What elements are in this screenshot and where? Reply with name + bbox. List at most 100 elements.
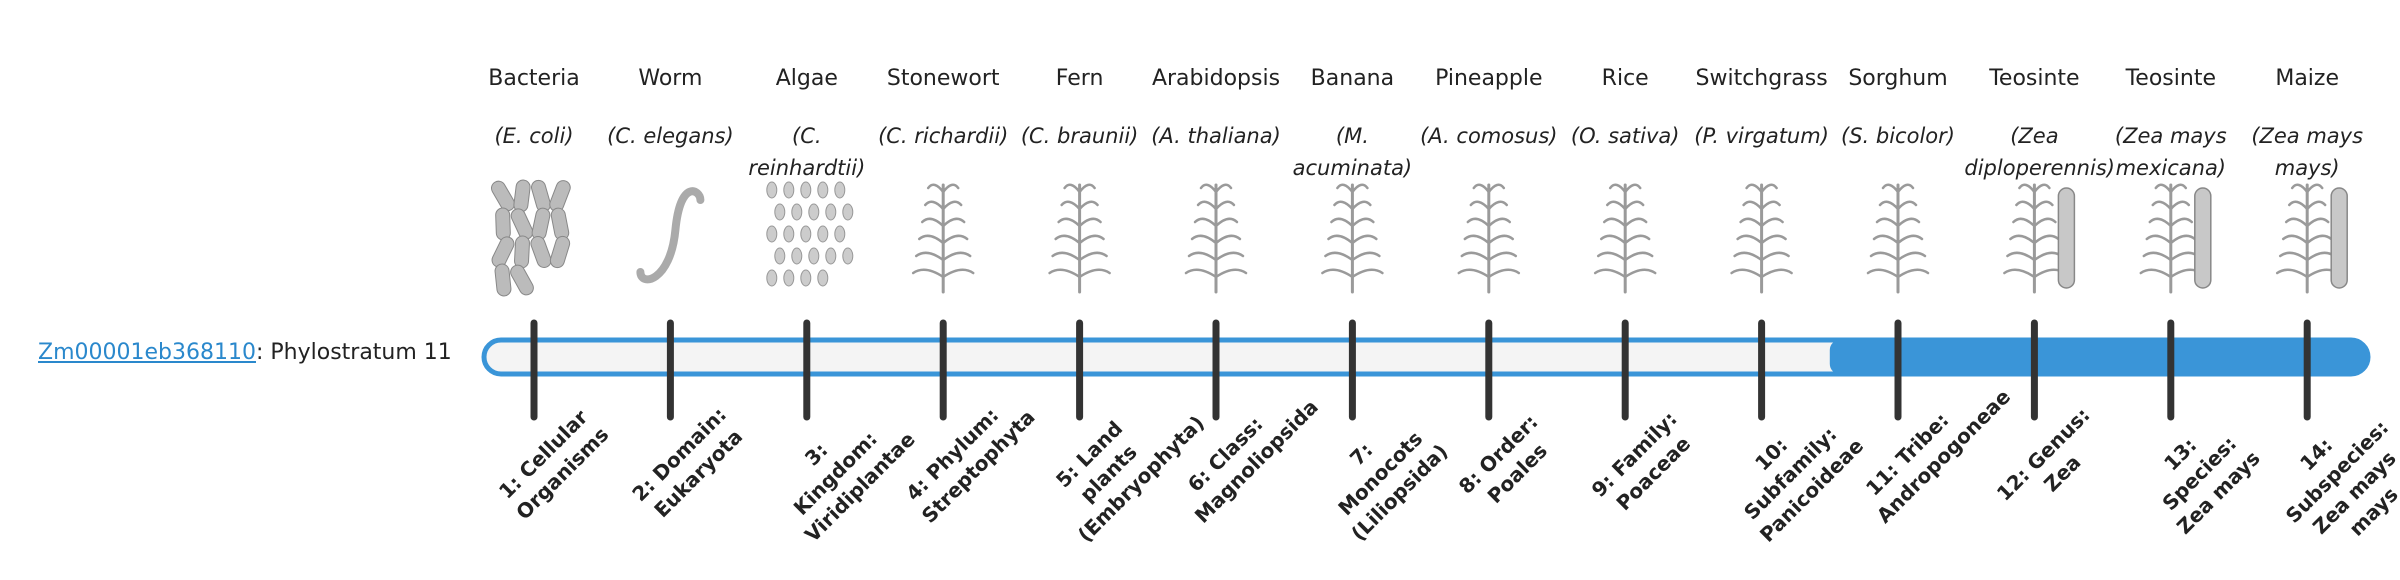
organism-name: Teosinte: [1989, 66, 2080, 91]
leaf: [914, 251, 972, 262]
leaf: [1881, 183, 1915, 194]
cell: [808, 203, 820, 221]
cell: [817, 269, 829, 287]
cell: [783, 225, 795, 243]
leaf: [1733, 251, 1790, 262]
cell: [783, 181, 795, 199]
organism-icon: [766, 181, 854, 287]
leaf: [2009, 234, 2060, 245]
worm: [636, 187, 705, 284]
leaf: [2145, 234, 2197, 245]
leaf: [1324, 251, 1381, 262]
leaf: [1866, 268, 1930, 279]
organism-name: Arabidopsis: [1151, 66, 1281, 91]
leaf: [2287, 200, 2327, 211]
cell: [808, 247, 820, 265]
rod: [514, 235, 530, 269]
organism-species: (M. acuminata): [1292, 124, 1413, 180]
leaf: [1872, 234, 1924, 245]
organism-name: Sorghum: [1848, 66, 1948, 91]
leaf: [2284, 217, 2330, 228]
leaf: [1739, 217, 1784, 228]
rod: [531, 207, 551, 241]
leaf: [1054, 234, 1105, 245]
leaf: [926, 183, 960, 194]
organism-species: (C. braunii): [1020, 124, 1139, 148]
leaf: [1602, 217, 1648, 228]
leaf: [2018, 183, 2051, 194]
organism-species: (C. richardii): [878, 124, 1009, 148]
organism-name: Banana: [1310, 66, 1395, 91]
organism-name: Pineapple: [1435, 66, 1543, 91]
rod: [550, 207, 570, 241]
leaf: [1048, 268, 1111, 279]
organism-icon: [636, 187, 705, 284]
leaf: [1460, 251, 1518, 262]
leaf: [920, 217, 966, 228]
organism-species: (A. comosus): [1420, 124, 1558, 148]
organism-icon: [1457, 183, 1521, 294]
cell: [766, 225, 778, 243]
organism-name: Switchgrass: [1695, 66, 1828, 91]
organism-icon: [491, 179, 571, 297]
organism-icon: [2275, 183, 2348, 294]
organism-species: (C. elegans): [607, 124, 734, 148]
cell: [800, 269, 812, 287]
organism-icon: [1184, 183, 1248, 294]
leaf: [1875, 217, 1921, 228]
leaf: [1060, 200, 1099, 211]
organism-name: Worm: [638, 66, 703, 91]
cell: [842, 247, 854, 265]
cell: [800, 181, 812, 199]
leaf: [1457, 268, 1521, 279]
organism-name: Algae: [775, 66, 838, 91]
organism-icon: [1866, 183, 1930, 294]
organism-name: Stonewort: [886, 66, 1000, 91]
cell: [774, 203, 786, 221]
rod: [495, 207, 511, 241]
ear: [2057, 187, 2076, 289]
cell: [842, 203, 854, 221]
gene-link[interactable]: Zm00001eb368110: [38, 340, 256, 365]
organism-species: (Zea diploperennis): [1964, 124, 2115, 180]
timeline-fill: [1829, 340, 2368, 374]
organism-name: Teosinte: [2125, 66, 2216, 91]
leaf: [1463, 234, 1515, 245]
leaf: [1187, 251, 1245, 262]
organism-icon: [1730, 183, 1793, 294]
leaf: [1469, 200, 1509, 211]
leaf: [1051, 251, 1108, 262]
cell: [766, 181, 778, 199]
rod: [530, 236, 552, 268]
cell: [834, 181, 846, 199]
organism-icon: [1593, 183, 1657, 294]
leaf: [1333, 200, 1372, 211]
leaf: [1742, 200, 1781, 211]
cell: [791, 247, 803, 265]
leaf: [911, 268, 975, 279]
organism-species: (P. virgatum): [1694, 124, 1829, 148]
leaf: [2012, 217, 2057, 228]
cell: [800, 225, 812, 243]
rod: [491, 236, 515, 268]
rod: [510, 264, 534, 296]
cell: [834, 225, 846, 243]
leaf: [1330, 217, 1375, 228]
organism-name: Bacteria: [488, 66, 580, 91]
leaf: [2154, 183, 2188, 194]
leaf: [1736, 234, 1787, 245]
organism-species: (O. sativa): [1570, 124, 1680, 148]
leaf: [1057, 217, 1102, 228]
rod: [491, 180, 515, 212]
leaf: [923, 200, 963, 211]
cell: [791, 203, 803, 221]
leaf: [1608, 183, 1642, 194]
ear: [2194, 187, 2212, 289]
rod: [513, 179, 531, 213]
leaf: [1199, 183, 1233, 194]
leaf: [1196, 200, 1236, 211]
leaf: [1466, 217, 1512, 228]
leaf: [1605, 200, 1645, 211]
